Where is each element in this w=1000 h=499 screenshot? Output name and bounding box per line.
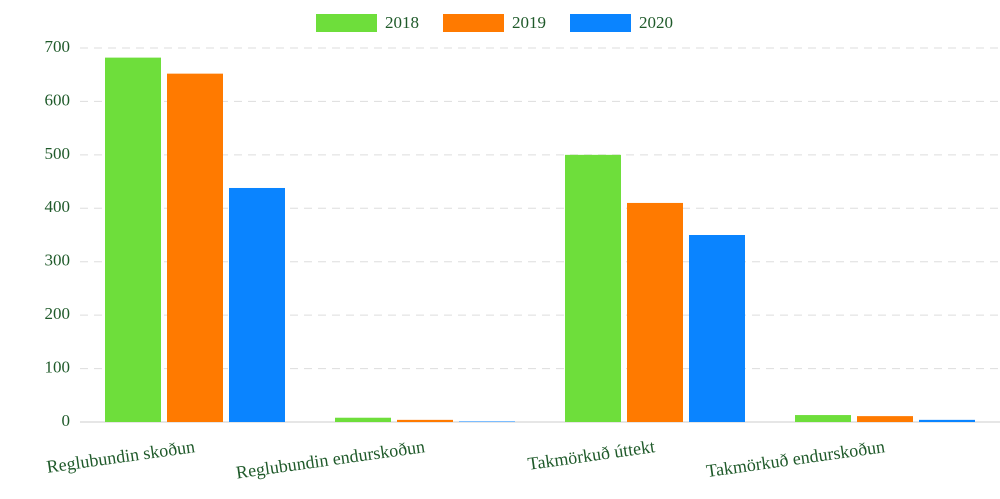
y-tick-label: 700	[45, 37, 71, 56]
y-tick-label: 200	[45, 304, 71, 323]
y-tick-label: 400	[45, 197, 71, 216]
y-tick-label: 0	[62, 411, 71, 430]
x-tick-label: Reglubundin endurskoðun	[235, 436, 426, 482]
legend-label: 2019	[512, 13, 546, 32]
y-tick-label: 300	[45, 251, 71, 270]
bar	[167, 73, 223, 422]
y-tick-label: 500	[45, 144, 71, 163]
x-tick-label: Takmörkuð úttekt	[526, 436, 656, 474]
legend-swatch	[570, 14, 631, 32]
bar	[335, 417, 391, 422]
legend-label: 2018	[385, 13, 419, 32]
bar	[105, 57, 161, 423]
y-tick-label: 600	[45, 90, 71, 109]
bar	[857, 416, 913, 422]
bar	[397, 419, 453, 422]
x-tick-label: Reglubundin skoðun	[45, 436, 196, 477]
bar	[627, 202, 683, 422]
bar	[229, 187, 285, 422]
legend-label: 2020	[639, 13, 673, 32]
bar	[795, 415, 851, 422]
bar	[459, 421, 515, 422]
legend-swatch	[443, 14, 504, 32]
legend-swatch	[316, 14, 377, 32]
bar	[919, 419, 975, 422]
y-tick-label: 100	[45, 357, 71, 376]
bar	[565, 154, 621, 422]
x-tick-label: Takmörkuð endurskoðun	[705, 436, 886, 481]
bar	[689, 235, 745, 422]
